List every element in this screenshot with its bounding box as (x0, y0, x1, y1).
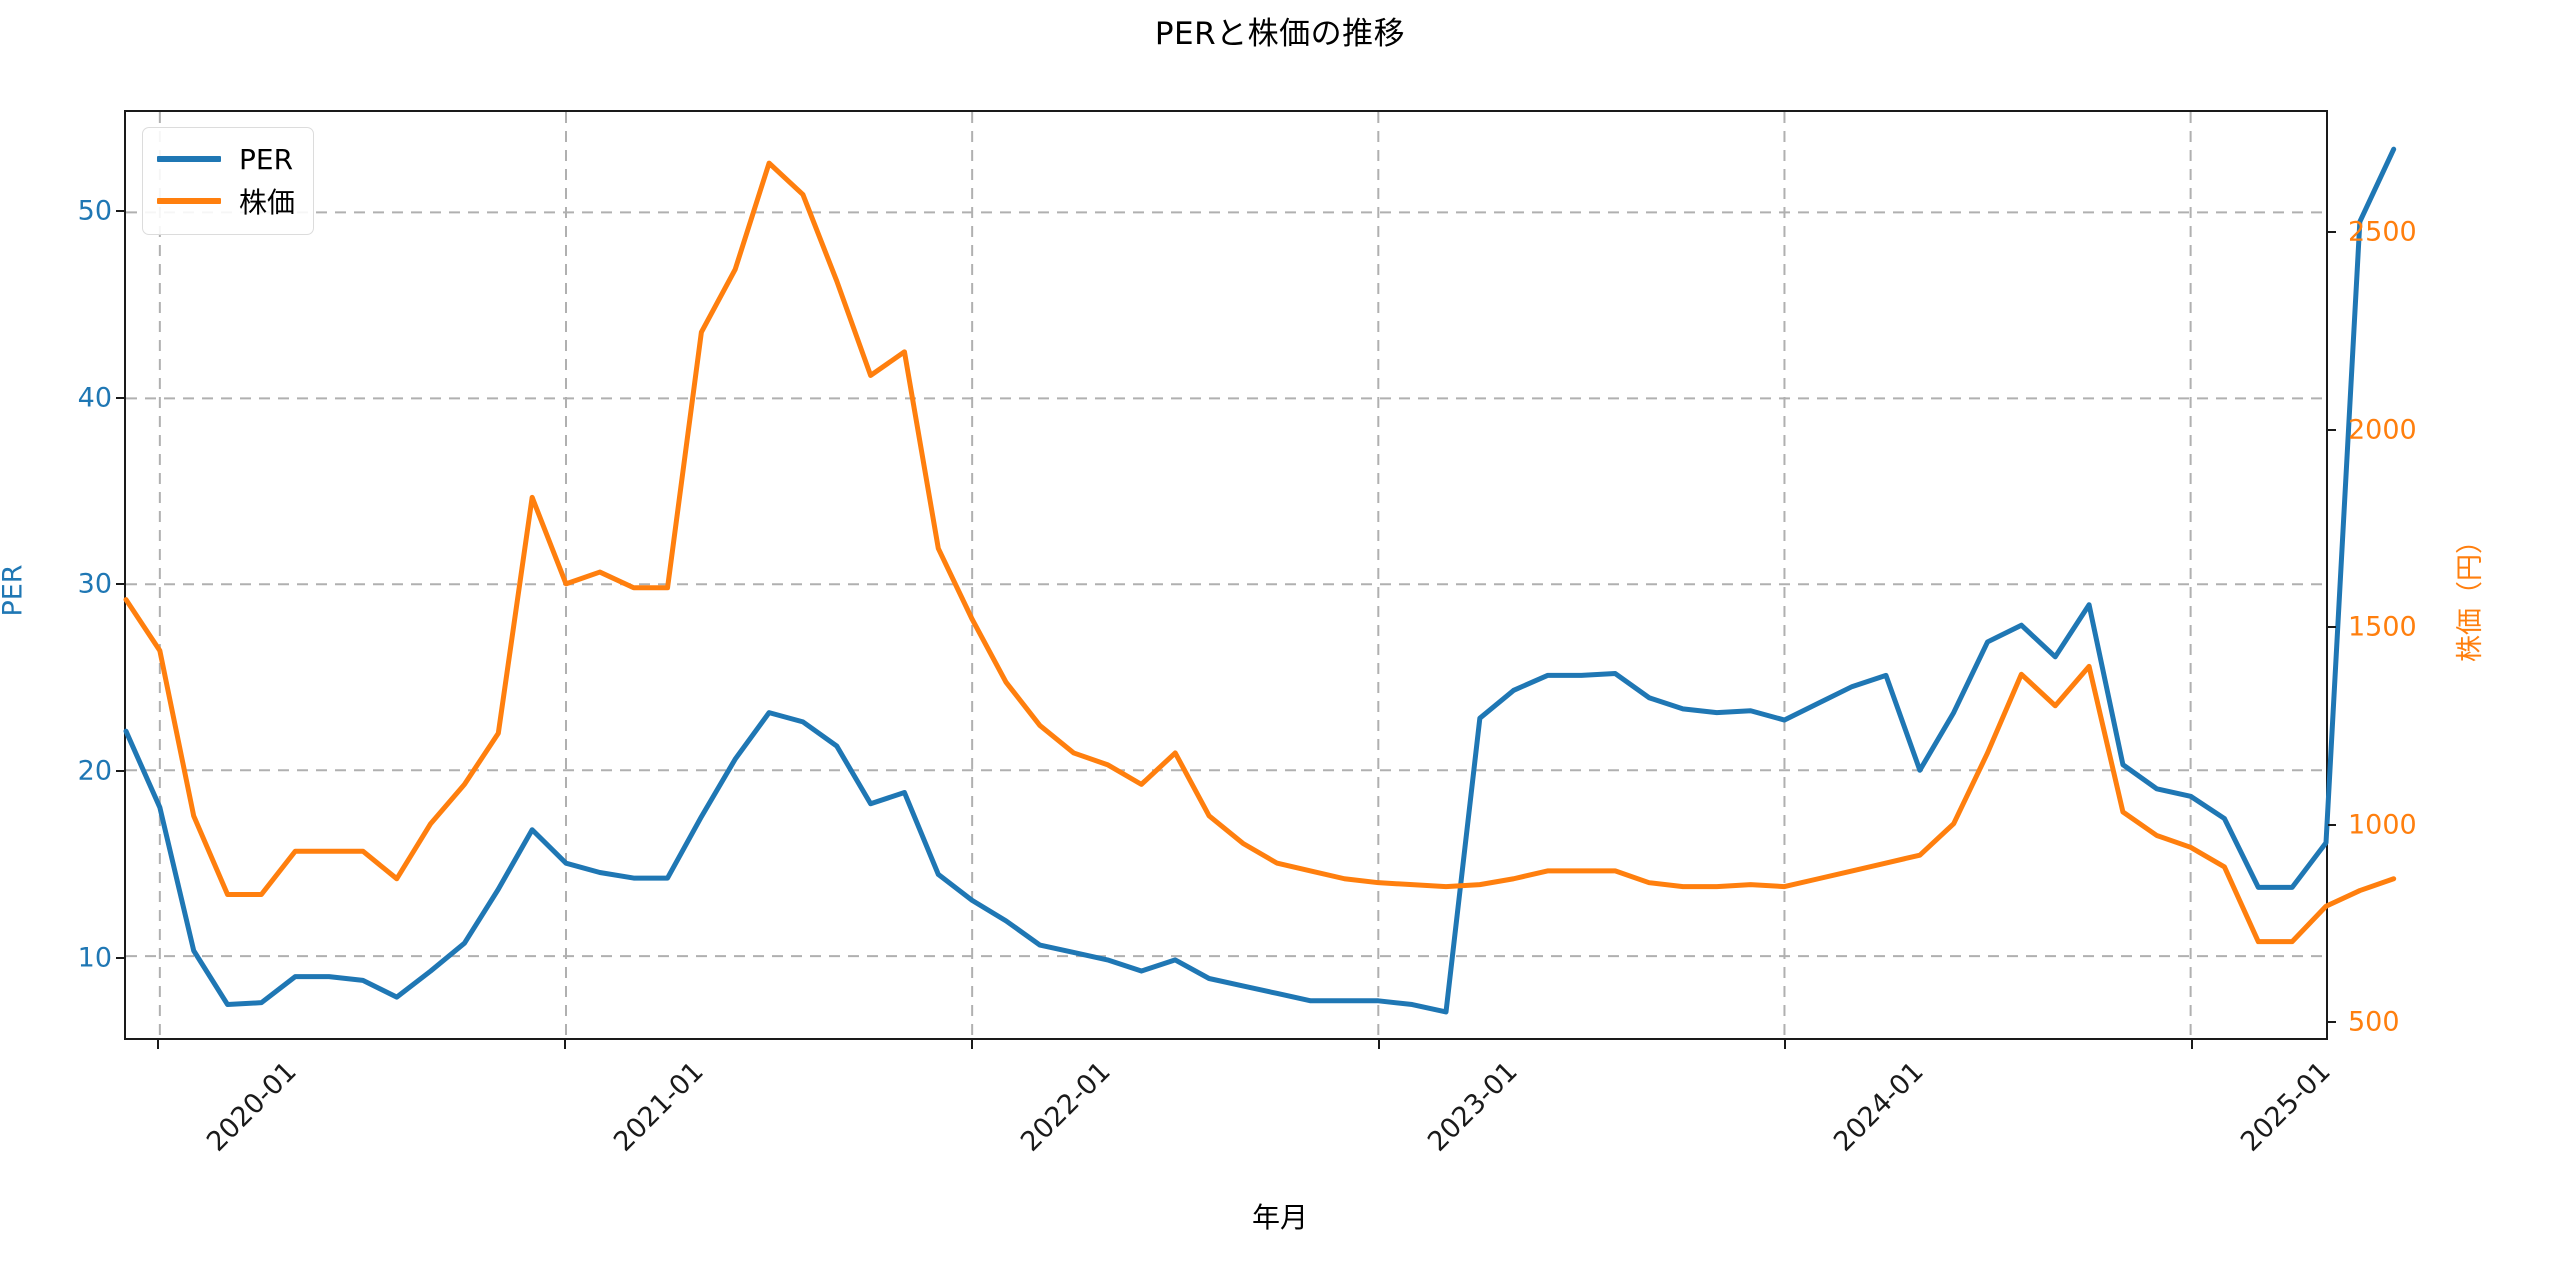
x-axis-tick-label: 2022-01 (1014, 1056, 1117, 1158)
x-axis-tick-label: 2020-01 (200, 1056, 303, 1158)
y-axis-right-tick-mark (2328, 428, 2336, 431)
y-axis-left-tick-label: 40 (77, 382, 112, 414)
legend-label-kabuka: 株価 (239, 186, 296, 219)
y-axis-right-tick-mark (2328, 1021, 2336, 1024)
legend-swatch-kabuka (157, 198, 221, 204)
y-axis-left-tick-mark (116, 770, 124, 773)
y-axis-right-tick-label: 2000 (2348, 414, 2417, 446)
x-axis-tick-mark (970, 1040, 973, 1049)
x-axis-tick-mark (2191, 1040, 2194, 1049)
plot-area (124, 110, 2328, 1040)
y-axis-left-tick-mark (116, 209, 124, 212)
y-axis-left-tick-mark (116, 956, 124, 959)
y-axis-left-tick-label: 30 (77, 568, 112, 600)
x-axis-tick-mark (1784, 1040, 1787, 1049)
x-axis-tick-mark (563, 1040, 566, 1049)
y-axis-right-tick-label: 2500 (2348, 216, 2417, 248)
legend-item-per[interactable]: PER (157, 138, 295, 180)
chart-legend: PER 株価 (142, 127, 315, 235)
y-axis-right-tick-label: 1500 (2348, 611, 2417, 643)
y-axis-left-tick-mark (116, 583, 124, 586)
x-axis-tick-label: 2025-01 (2235, 1056, 2338, 1158)
x-axis-tick-mark (156, 1040, 159, 1049)
series-lines (126, 112, 2326, 1038)
x-axis-tick-label: 2021-01 (607, 1056, 710, 1158)
legend-swatch-per (157, 156, 221, 162)
y-axis-left-title: PER (0, 564, 29, 617)
x-axis-title: 年月 (1251, 1201, 1308, 1234)
legend-item-kabuka[interactable]: 株価 (157, 180, 295, 222)
page-title: PERと株価の推移 (1154, 16, 1406, 52)
y-axis-right-tick-mark (2328, 626, 2336, 629)
y-axis-left-tick-mark (116, 396, 124, 399)
series-line-株価 (126, 163, 2394, 942)
y-axis-right-tick-label: 1000 (2348, 809, 2417, 841)
y-axis-right-tick-label: 500 (2348, 1006, 2400, 1038)
x-axis-tick-mark (1377, 1040, 1380, 1049)
y-axis-left-tick-label: 20 (77, 755, 112, 787)
y-axis-right-tick-mark (2328, 231, 2336, 234)
x-axis-tick-label: 2024-01 (1828, 1056, 1931, 1158)
gridlines (126, 112, 2326, 1038)
y-axis-right-tick-mark (2328, 823, 2336, 826)
y-axis-left-tick-label: 50 (77, 195, 112, 227)
legend-label-per: PER (239, 142, 294, 176)
x-axis-tick-label: 2023-01 (1421, 1056, 1524, 1158)
y-axis-left-tick-label: 10 (77, 942, 112, 974)
series-line-PER (126, 149, 2394, 1012)
